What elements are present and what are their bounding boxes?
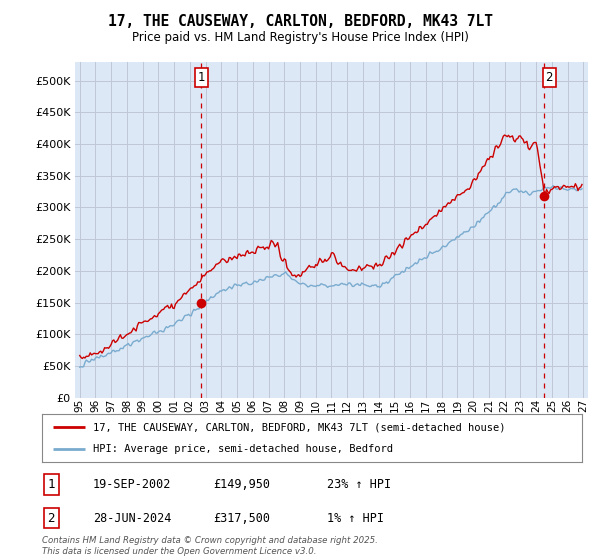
Text: 19-SEP-2002: 19-SEP-2002 bbox=[93, 478, 172, 491]
Text: 1: 1 bbox=[197, 71, 205, 84]
Text: £317,500: £317,500 bbox=[213, 511, 270, 525]
Text: 1% ↑ HPI: 1% ↑ HPI bbox=[327, 511, 384, 525]
Text: HPI: Average price, semi-detached house, Bedford: HPI: Average price, semi-detached house,… bbox=[94, 444, 394, 454]
Text: 23% ↑ HPI: 23% ↑ HPI bbox=[327, 478, 391, 491]
Text: 28-JUN-2024: 28-JUN-2024 bbox=[93, 511, 172, 525]
Text: 2: 2 bbox=[47, 511, 55, 525]
Text: 17, THE CAUSEWAY, CARLTON, BEDFORD, MK43 7LT (semi-detached house): 17, THE CAUSEWAY, CARLTON, BEDFORD, MK43… bbox=[94, 422, 506, 432]
Text: £149,950: £149,950 bbox=[213, 478, 270, 491]
Text: Price paid vs. HM Land Registry's House Price Index (HPI): Price paid vs. HM Land Registry's House … bbox=[131, 31, 469, 44]
Text: 2: 2 bbox=[545, 71, 553, 84]
Text: 17, THE CAUSEWAY, CARLTON, BEDFORD, MK43 7LT: 17, THE CAUSEWAY, CARLTON, BEDFORD, MK43… bbox=[107, 14, 493, 29]
Text: 1: 1 bbox=[47, 478, 55, 491]
Text: Contains HM Land Registry data © Crown copyright and database right 2025.
This d: Contains HM Land Registry data © Crown c… bbox=[42, 536, 378, 556]
